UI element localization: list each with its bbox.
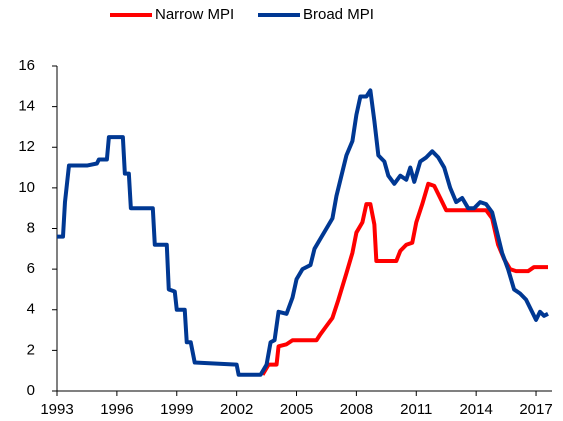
y-tick-label: 10 — [18, 179, 35, 196]
x-tick-label: 1996 — [100, 401, 133, 418]
x-tick-label: 2005 — [280, 401, 313, 418]
series-line — [57, 88, 549, 377]
y-tick-label: 12 — [18, 138, 35, 155]
series-line — [260, 181, 549, 376]
x-tick-label: 2017 — [519, 401, 552, 418]
x-tick-label: 2008 — [340, 401, 373, 418]
y-tick-label: 4 — [27, 301, 35, 318]
legend-label: Broad MPI — [303, 6, 374, 23]
y-tick-label: 8 — [27, 219, 35, 236]
x-tick-label: 2014 — [459, 401, 492, 418]
y-tick-label: 14 — [18, 98, 35, 115]
legend-label: Narrow MPI — [155, 6, 234, 23]
x-tick-label: 2011 — [400, 401, 432, 418]
y-tick-label: 16 — [18, 57, 35, 74]
x-tick-label: 2002 — [220, 401, 253, 418]
y-tick-label: 2 — [27, 341, 35, 358]
y-tick-label: 0 — [27, 382, 35, 399]
x-tick-label: 1999 — [160, 401, 193, 418]
y-tick-label: 6 — [27, 260, 35, 277]
x-tick-label: 1993 — [40, 401, 73, 418]
